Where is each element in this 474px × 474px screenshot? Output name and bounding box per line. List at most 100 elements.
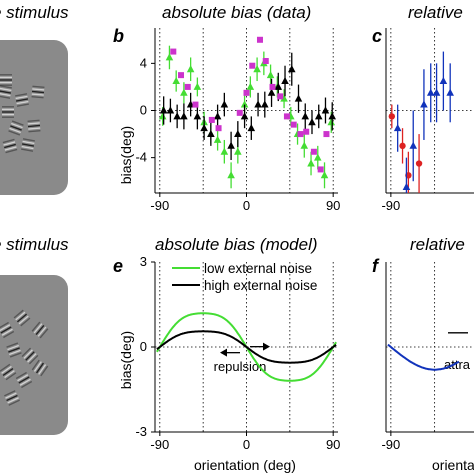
gabor-stripe xyxy=(31,90,45,94)
point-b-green xyxy=(193,82,202,90)
gabor-stripe xyxy=(31,321,41,332)
gabor-stripe xyxy=(16,103,29,107)
point-b-magenta xyxy=(215,125,222,132)
point-b-magenta xyxy=(192,101,199,108)
gabor-stripe xyxy=(13,309,24,319)
y-tick-label-b: 4 xyxy=(140,55,147,70)
point-b-magenta xyxy=(170,48,177,55)
gabor-stripe xyxy=(1,365,12,374)
point-b-green xyxy=(280,94,288,102)
panel-letter-f: f xyxy=(372,256,380,276)
y-tick-label-b: 0 xyxy=(140,103,147,118)
gabor-stripe xyxy=(0,95,11,99)
gabor-stripe xyxy=(21,347,32,358)
gabor-stripe xyxy=(28,127,41,130)
gabor-patch xyxy=(21,138,35,152)
point-b-black xyxy=(180,112,188,120)
gabor-patch xyxy=(31,359,49,377)
gabor-patch xyxy=(13,309,31,327)
point-b-green xyxy=(307,159,315,167)
point-b-magenta xyxy=(297,131,304,138)
stimulus-image-top xyxy=(0,40,68,195)
point-b-green xyxy=(246,82,255,90)
gabor-patch xyxy=(4,390,20,406)
point-c-blue xyxy=(402,182,411,191)
legend-e: low external noise high external noise xyxy=(172,261,317,293)
point-b-green xyxy=(300,141,309,149)
point-b-green xyxy=(313,153,322,161)
gabor-stripe xyxy=(21,380,33,389)
point-b-black xyxy=(294,94,303,102)
point-b-green xyxy=(266,70,275,79)
gabor-patch xyxy=(31,85,45,99)
gabor-stripe xyxy=(0,321,9,330)
gabor-stripe xyxy=(35,362,45,374)
annotation-attraction: attra xyxy=(444,357,471,372)
point-b-black xyxy=(159,106,168,114)
gabor-stripe xyxy=(6,394,18,402)
point-b-black xyxy=(254,100,262,108)
point-b-black xyxy=(321,106,330,114)
panel-letter-b: b xyxy=(113,26,124,46)
gabor-stripe xyxy=(28,354,39,365)
gabor-stripe xyxy=(0,85,12,89)
gabor-stripe xyxy=(38,364,47,375)
x-tick-label-b: -90 xyxy=(150,198,169,213)
legend-label-high-noise: high external noise xyxy=(204,278,317,293)
gabor-stripe xyxy=(16,313,28,323)
point-b-magenta xyxy=(178,72,185,79)
panel-letter-e: e xyxy=(113,256,123,276)
point-b-green xyxy=(234,147,242,155)
arrow-left-head xyxy=(220,348,227,357)
gabor-stripe xyxy=(3,330,15,339)
gabor-stripe xyxy=(20,317,31,327)
gabor-stripe xyxy=(21,148,34,152)
gabor-stripe xyxy=(15,93,28,97)
x-tick-label-f: -90 xyxy=(381,437,400,452)
point-b-magenta xyxy=(262,58,269,64)
x-tick-label-b: 0 xyxy=(243,198,250,213)
point-b-green xyxy=(240,100,249,108)
point-b-black xyxy=(207,129,215,138)
gabor-stripe xyxy=(32,88,45,91)
point-b-magenta xyxy=(208,116,215,123)
gabor-stripe xyxy=(35,324,45,336)
point-b-black xyxy=(213,112,222,120)
gabor-stripe xyxy=(0,326,12,334)
point-b-black xyxy=(308,118,316,126)
curve-e-high-noise xyxy=(156,330,337,364)
point-b-black xyxy=(193,112,202,120)
point-b-magenta xyxy=(269,83,276,90)
point-b-black xyxy=(281,76,289,84)
point-b-black xyxy=(173,112,181,120)
gabor-stripe xyxy=(37,326,47,337)
gabor-patch xyxy=(21,347,39,365)
gabor-stripe xyxy=(0,363,11,372)
gabor-stripe xyxy=(21,143,35,147)
title-stimulus-bottom: e stimulus xyxy=(0,235,69,254)
gabor-stripe xyxy=(27,353,37,363)
point-b-black xyxy=(200,123,208,132)
gabor-stripe xyxy=(6,342,19,348)
point-b-black xyxy=(274,82,283,90)
point-b-black xyxy=(227,141,235,149)
panel-letter-c: c xyxy=(372,26,382,46)
gabor-patch xyxy=(0,363,17,381)
ylabel-e: bias(deg) xyxy=(118,331,134,389)
gabor-stripe xyxy=(15,371,27,380)
gabor-stripe xyxy=(4,143,16,149)
point-b-magenta xyxy=(310,148,317,155)
point-b-black xyxy=(261,100,269,108)
gabor-stripe xyxy=(9,349,21,356)
legend-label-low-noise: low external noise xyxy=(204,261,312,276)
gabor-patch xyxy=(15,93,29,107)
point-c-red xyxy=(388,113,396,120)
gabor-stripe xyxy=(15,98,29,102)
y-tick-label-b: -4 xyxy=(135,150,147,165)
gabor-stripe xyxy=(10,125,22,131)
gabor-stripe xyxy=(5,392,17,399)
gabor-stripe xyxy=(15,311,26,321)
point-b-black xyxy=(328,112,337,120)
point-c-blue xyxy=(446,88,454,96)
